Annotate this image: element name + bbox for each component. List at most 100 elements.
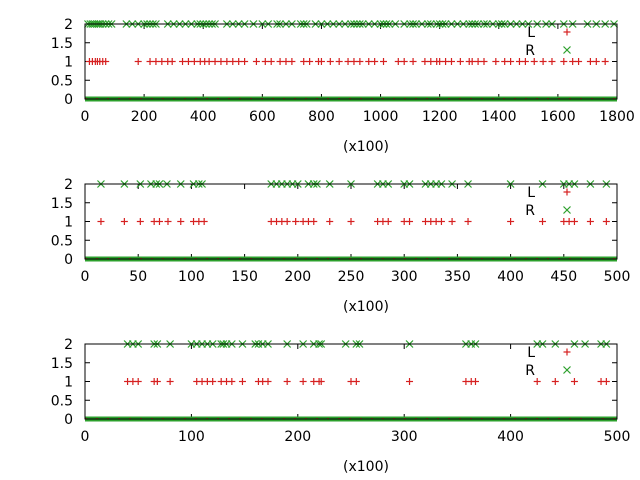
series-l-point xyxy=(282,58,290,65)
series-l-point xyxy=(155,218,163,225)
y-tick-label: 1.5 xyxy=(51,356,73,372)
plot-frame xyxy=(84,23,618,100)
series-l-point xyxy=(400,58,408,65)
x-tick-label: 350 xyxy=(444,269,471,285)
series-l-point xyxy=(575,58,583,65)
legend-label-r: R xyxy=(525,43,535,59)
y-tick-label: 2 xyxy=(64,177,73,193)
y-tick-label: 1 xyxy=(64,55,73,71)
series-l-point xyxy=(530,58,538,65)
series-l-point xyxy=(238,378,246,385)
series-l-point xyxy=(570,378,578,385)
series-l-point xyxy=(152,58,160,65)
legend-key-r-d2 xyxy=(563,366,571,374)
series-l-point xyxy=(365,58,373,65)
series-l-point xyxy=(276,58,284,65)
x-tick-label: 1000 xyxy=(363,109,399,125)
series-l-point xyxy=(507,58,515,65)
series-l-point xyxy=(521,58,529,65)
series-l-point xyxy=(228,378,236,385)
plot-frame xyxy=(84,183,618,260)
x-tick-label: 400 xyxy=(497,429,524,445)
x-tick-label: 1800 xyxy=(599,109,635,125)
series-l-point xyxy=(471,378,479,385)
x-tick-label: 600 xyxy=(249,109,276,125)
series-l-point xyxy=(356,58,364,65)
series-l-point xyxy=(602,218,610,225)
series-l-point xyxy=(264,378,272,385)
series-l-point xyxy=(326,58,334,65)
series-l-point xyxy=(560,58,568,65)
series-l-point xyxy=(448,218,456,225)
series-l-point xyxy=(252,58,260,65)
y-tick-label: 1 xyxy=(64,375,73,391)
series-l-point xyxy=(283,378,291,385)
series-l-point xyxy=(464,218,472,225)
x-tick-label: 500 xyxy=(604,269,631,285)
series-l-point xyxy=(548,58,556,65)
y-tick-label: 0 xyxy=(64,92,73,108)
x-tick-label: 200 xyxy=(131,109,158,125)
series-l-point xyxy=(533,378,541,385)
series-l-point xyxy=(261,58,269,65)
x-tick-label: 200 xyxy=(284,429,311,445)
series-l-point xyxy=(326,218,334,225)
y-tick-label: 0 xyxy=(64,412,73,428)
y-tick-label: 1.5 xyxy=(51,196,73,212)
series-l-point xyxy=(406,378,414,385)
plot-frame xyxy=(84,343,618,420)
series-l-point xyxy=(97,218,105,225)
series-l-point xyxy=(211,58,219,65)
series-l-point xyxy=(177,218,185,225)
series-l-point xyxy=(283,218,291,225)
series-l-point xyxy=(409,58,417,65)
series-l-point xyxy=(592,58,600,65)
x-tick-label: 1400 xyxy=(481,109,517,125)
series-l-point xyxy=(223,58,231,65)
series-l-point xyxy=(184,58,192,65)
series-l-point xyxy=(317,378,325,385)
series-l-point xyxy=(380,58,388,65)
legend-label-l: L xyxy=(527,185,535,201)
series-l-point xyxy=(288,58,296,65)
series-l-point xyxy=(507,218,515,225)
series-l-point xyxy=(200,218,208,225)
plot-1: 0 200 400 600 800 1000 1200 1400 1600 1800 0 0.5 1 1.… xyxy=(51,17,635,155)
y-tick-label: 0 xyxy=(64,252,73,268)
y-tick-label: 0.5 xyxy=(51,393,73,409)
series-l-point xyxy=(190,58,198,65)
series-l-point xyxy=(501,58,509,65)
series-l-point xyxy=(447,58,455,65)
x-tick-label: 0 xyxy=(81,269,90,285)
series-l-point xyxy=(601,58,609,65)
x-tick-label: 100 xyxy=(178,429,205,445)
x-tick-label: 50 xyxy=(129,269,147,285)
series-l-point xyxy=(300,58,308,65)
series-l-point xyxy=(436,58,444,65)
series-l-point xyxy=(153,378,161,385)
x-axis-label: (x100) xyxy=(343,139,389,155)
series-l-point xyxy=(134,58,142,65)
series-l-point xyxy=(310,218,318,225)
series-l-point xyxy=(335,58,343,65)
series-l-point xyxy=(421,58,429,65)
series-l-point xyxy=(267,58,275,65)
x-tick-label: 100 xyxy=(178,269,205,285)
series-l-point xyxy=(229,58,237,65)
series-l-point xyxy=(352,378,360,385)
legend-label-r: R xyxy=(525,203,535,219)
series-l-point xyxy=(217,58,225,65)
series-l-point xyxy=(371,58,379,65)
x-tick-label: 800 xyxy=(308,109,335,125)
series-l-point xyxy=(394,58,402,65)
x-tick-label: 250 xyxy=(338,269,365,285)
series-l-point xyxy=(586,58,594,65)
series-l-point xyxy=(306,58,314,65)
series-l-point xyxy=(102,58,110,65)
series-l-point xyxy=(344,58,352,65)
y-tick-label: 0.5 xyxy=(51,233,73,249)
series-l-point xyxy=(384,218,392,225)
legend-label-l: L xyxy=(527,25,535,41)
series-l-point xyxy=(205,58,213,65)
